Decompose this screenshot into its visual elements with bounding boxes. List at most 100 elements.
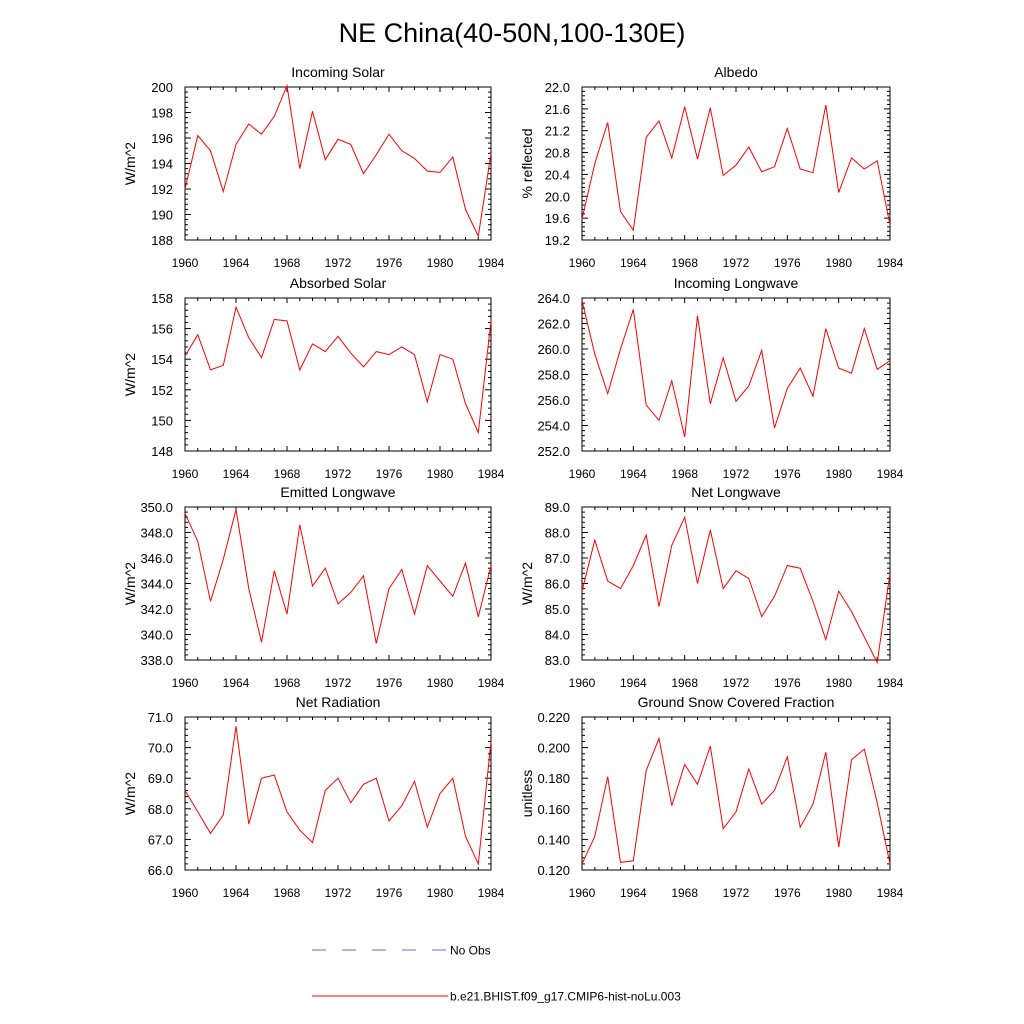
y-tick-label: 70.0 [148,741,173,756]
x-tick-label: 1960 [172,886,199,900]
x-tick-label: 1968 [274,886,301,900]
plot-frame [581,716,891,871]
x-tick-label: 1960 [569,886,596,900]
x-tick-label: 1976 [376,467,403,481]
y-tick-label: 87.0 [545,551,570,566]
panel-6: 1960 1964 1968 1972 1976 1980 1984 83.0 84.0 85.0… [519,484,904,690]
y-tick-label: 194 [151,157,173,172]
y-axis-label: W/m^2 [519,562,535,605]
y-tick-label: 260.0 [537,342,570,357]
x-tick-label: 1968 [671,676,698,690]
y-tick-label: 0.160 [537,802,570,817]
y-tick-label: 84.0 [545,628,570,643]
x-tick-label: 1964 [620,467,647,481]
y-tick-label: 342.0 [140,602,173,617]
x-tick-label: 1960 [569,256,596,270]
x-tick-label: 1964 [223,467,250,481]
x-tick-label: 1984 [478,886,505,900]
x-tick-label: 1972 [723,676,750,690]
y-tick-label: 85.0 [545,602,570,617]
y-tick-label: 200 [151,80,173,95]
x-tick-label: 1960 [172,467,199,481]
y-tick-label: 340.0 [140,628,173,643]
y-tick-label: 348.0 [140,526,173,541]
series-line [184,83,492,238]
panel-title: Absorbed Solar [290,275,387,291]
y-tick-label: 264.0 [537,291,570,306]
y-tick-label: 256.0 [537,393,570,408]
y-tick-label: 66.0 [148,863,173,878]
x-tick-label: 1972 [723,886,750,900]
plot-frame [184,716,492,871]
x-tick-label: 1968 [274,467,301,481]
panel-title: Incoming Solar [291,64,385,80]
x-tick-label: 1976 [774,886,801,900]
y-axis-label: W/m^2 [122,772,138,815]
series-line [581,515,891,665]
x-tick-label: 1976 [376,256,403,270]
x-tick-label: 1976 [376,676,403,690]
y-tick-label: 21.2 [545,124,570,139]
y-tick-label: 71.0 [148,710,173,725]
series-line [581,736,891,865]
series-line [184,509,492,644]
x-tick-label: 1960 [569,467,596,481]
x-tick-label: 1972 [325,467,352,481]
series-line [581,300,891,438]
y-tick-label: 20.4 [545,167,570,182]
y-tick-label: 158 [151,291,173,306]
legend-label-model: b.e21.BHIST.f09_g17.CMIP6-hist-noLu.003 [450,990,681,1004]
y-tick-label: 188 [151,233,173,248]
figure-title: NE China(40-50N,100-130E) [339,18,686,48]
plot-frame [581,86,891,241]
x-tick-label: 1968 [671,467,698,481]
y-tick-label: 152 [151,383,173,398]
y-tick-label: 150 [151,413,173,428]
y-axis-label: W/m^2 [122,353,138,396]
panel-2: 1960 1964 1968 1972 1976 1980 1984 19.2 19.6 20.0… [519,64,904,270]
plot-frame [184,297,492,452]
x-tick-label: 1984 [478,256,505,270]
x-tick-label: 1980 [825,256,852,270]
y-tick-label: 20.0 [545,189,570,204]
y-axis-label: unitless [519,770,535,817]
y-tick-label: 86.0 [545,577,570,592]
y-tick-label: 0.220 [537,710,570,725]
y-tick-label: 19.6 [545,211,570,226]
panel-title: Incoming Longwave [674,275,799,291]
y-tick-label: 83.0 [545,653,570,668]
x-tick-label: 1960 [569,676,596,690]
x-tick-label: 1964 [223,676,250,690]
y-tick-label: 21.6 [545,102,570,117]
x-tick-label: 1980 [825,886,852,900]
y-tick-label: 68.0 [148,802,173,817]
x-tick-label: 1968 [274,676,301,690]
x-tick-label: 1960 [172,256,199,270]
y-tick-label: 156 [151,322,173,337]
y-tick-label: 344.0 [140,577,173,592]
x-tick-label: 1976 [774,467,801,481]
x-tick-label: 1984 [478,467,505,481]
y-tick-label: 0.200 [537,741,570,756]
panel-7: 1960 1964 1968 1972 1976 1980 1984 66.0 67.0 68.0… [122,694,505,900]
x-tick-label: 1964 [620,886,647,900]
legend: No Obs b.e21.BHIST.f09_g17.CMIP6-hist-no… [312,944,681,1004]
plot-frame [581,506,891,661]
x-tick-label: 1980 [825,676,852,690]
x-tick-label: 1968 [274,256,301,270]
y-tick-label: 198 [151,106,173,121]
panel-3: 1960 1964 1968 1972 1976 1980 1984 148 150 152 154… [122,275,505,481]
x-tick-label: 1980 [427,256,454,270]
x-tick-label: 1968 [671,886,698,900]
y-tick-label: 19.2 [545,233,570,248]
y-tick-label: 258.0 [537,368,570,383]
y-tick-label: 67.0 [148,832,173,847]
y-tick-label: 154 [151,352,173,367]
x-tick-label: 1964 [620,256,647,270]
y-axis-label: % reflected [519,128,535,198]
x-tick-label: 1980 [427,676,454,690]
x-tick-label: 1984 [877,467,904,481]
x-tick-label: 1960 [172,676,199,690]
x-tick-label: 1984 [877,256,904,270]
